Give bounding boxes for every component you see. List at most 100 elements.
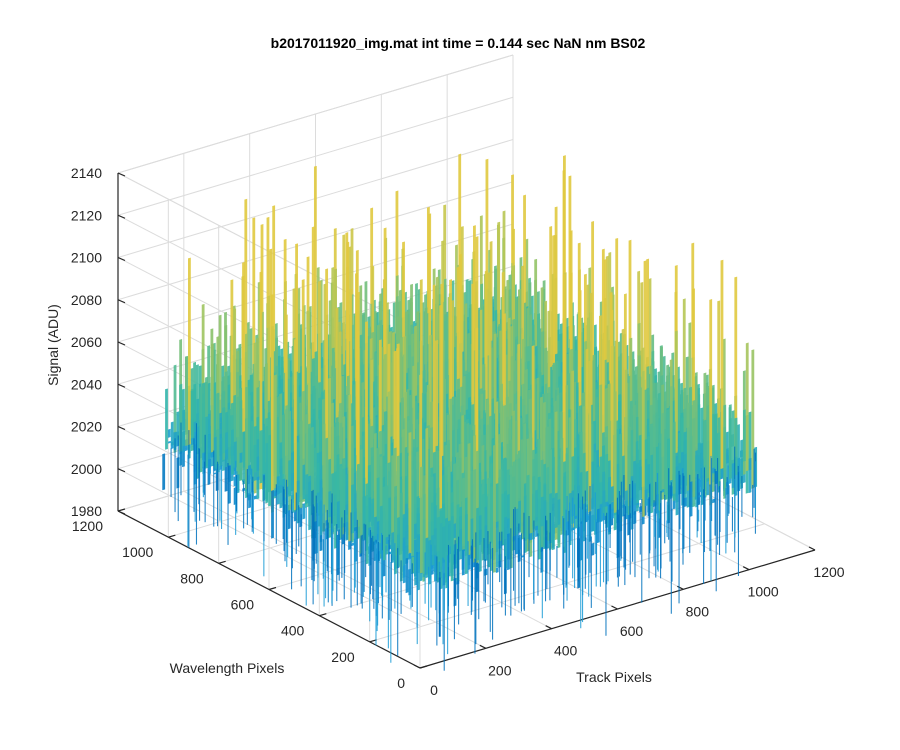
surface-strip xyxy=(674,330,678,481)
surface-strip xyxy=(199,386,203,473)
x-tick-mark xyxy=(479,644,487,649)
surface-strip xyxy=(294,338,297,511)
surface-strip xyxy=(176,411,180,441)
surface-strip xyxy=(253,495,257,500)
surface-layer xyxy=(162,153,758,671)
surface-strip xyxy=(359,449,363,554)
surface-strip xyxy=(222,407,226,454)
z-tick-mark xyxy=(117,468,126,473)
surface-strip xyxy=(595,396,599,467)
surface-strip xyxy=(282,414,286,475)
surface-strip xyxy=(248,494,252,509)
surface-strip xyxy=(173,364,177,453)
surface-strip xyxy=(210,343,214,453)
surface-strip xyxy=(213,436,217,470)
surface-strip xyxy=(179,383,183,452)
axes-layer xyxy=(117,172,816,669)
surface-strip xyxy=(248,464,251,501)
surface-strip xyxy=(299,420,303,509)
surface-strip xyxy=(402,428,405,523)
z-tick-mark xyxy=(117,172,126,177)
surface-strip xyxy=(302,468,306,500)
surface-strip xyxy=(554,206,558,395)
surface-strip xyxy=(224,469,228,471)
z-tick-mark xyxy=(117,425,126,431)
surface-strip xyxy=(190,437,194,446)
surface-strip xyxy=(353,511,357,527)
surface-strip xyxy=(374,516,377,541)
surface-strip xyxy=(322,423,326,532)
surface-strip xyxy=(334,471,337,549)
surface-strip xyxy=(165,388,168,450)
x-tick-mark xyxy=(611,605,618,610)
z-tick-mark xyxy=(117,341,126,346)
surface-strip xyxy=(288,459,292,497)
y-tick-mark xyxy=(218,560,226,564)
surface-strip xyxy=(601,248,605,487)
surface-strip xyxy=(259,429,263,484)
surface-strip xyxy=(391,454,395,540)
surface-strip xyxy=(242,431,246,468)
surface-strip xyxy=(208,458,211,475)
z-tick-mark xyxy=(117,383,126,388)
surface-strip xyxy=(242,261,245,471)
surface-strip xyxy=(677,378,681,439)
y-tick-mark xyxy=(117,508,126,512)
surface-strip xyxy=(551,447,555,506)
x-tick-mark xyxy=(677,585,684,590)
surface-strip xyxy=(279,458,283,486)
surface-strip xyxy=(207,434,211,454)
surface-strip xyxy=(276,422,280,482)
surface-strip xyxy=(376,477,380,523)
surface-strip xyxy=(185,356,189,446)
y-tick-mark xyxy=(419,665,428,669)
y-tick-mark xyxy=(168,534,176,538)
surface-strip xyxy=(219,437,223,467)
surface-strip xyxy=(216,392,220,465)
surface-strip xyxy=(413,523,417,540)
surface-strip xyxy=(385,536,389,545)
surface-strip xyxy=(213,472,217,475)
surface-strip xyxy=(365,483,369,565)
surface-strip xyxy=(270,325,274,513)
surface-strip xyxy=(225,449,229,460)
surface-strip xyxy=(621,328,625,494)
surface-strip xyxy=(276,485,280,495)
surface-strip xyxy=(336,501,340,532)
surface-strip xyxy=(365,321,368,529)
surface-strip xyxy=(373,432,377,542)
surface-strip xyxy=(305,473,309,504)
surface-strip xyxy=(273,374,277,489)
surface-strip xyxy=(190,390,194,452)
surface-strip xyxy=(268,434,271,507)
surface-strip xyxy=(239,400,243,481)
surface-strip xyxy=(182,409,186,447)
box-edge xyxy=(117,54,514,174)
x-tick-mark xyxy=(545,625,552,630)
surface-strip xyxy=(256,456,260,472)
surface-strip xyxy=(228,408,231,466)
x-tick-mark xyxy=(413,664,421,669)
surface-strip xyxy=(325,437,329,526)
surface-strip xyxy=(202,392,206,455)
surface-strip xyxy=(170,421,174,446)
surface-strip xyxy=(247,395,251,476)
surface-strip xyxy=(162,453,166,491)
surface-strip xyxy=(394,485,397,557)
wall-grid-z-right xyxy=(117,96,514,216)
surface-strip xyxy=(391,532,395,562)
z-tick-mark xyxy=(117,510,126,515)
surface-strip xyxy=(362,496,366,541)
surface-strip xyxy=(205,416,208,469)
surface-strip xyxy=(345,521,349,541)
surface-strip xyxy=(328,490,332,518)
surface-strip xyxy=(285,405,289,498)
z-tick-mark xyxy=(117,256,126,262)
surface-strip xyxy=(236,396,240,475)
surface-strip xyxy=(302,503,306,520)
surface-strip xyxy=(227,465,231,504)
surface-strip xyxy=(245,386,249,490)
surface-strip xyxy=(336,458,340,513)
